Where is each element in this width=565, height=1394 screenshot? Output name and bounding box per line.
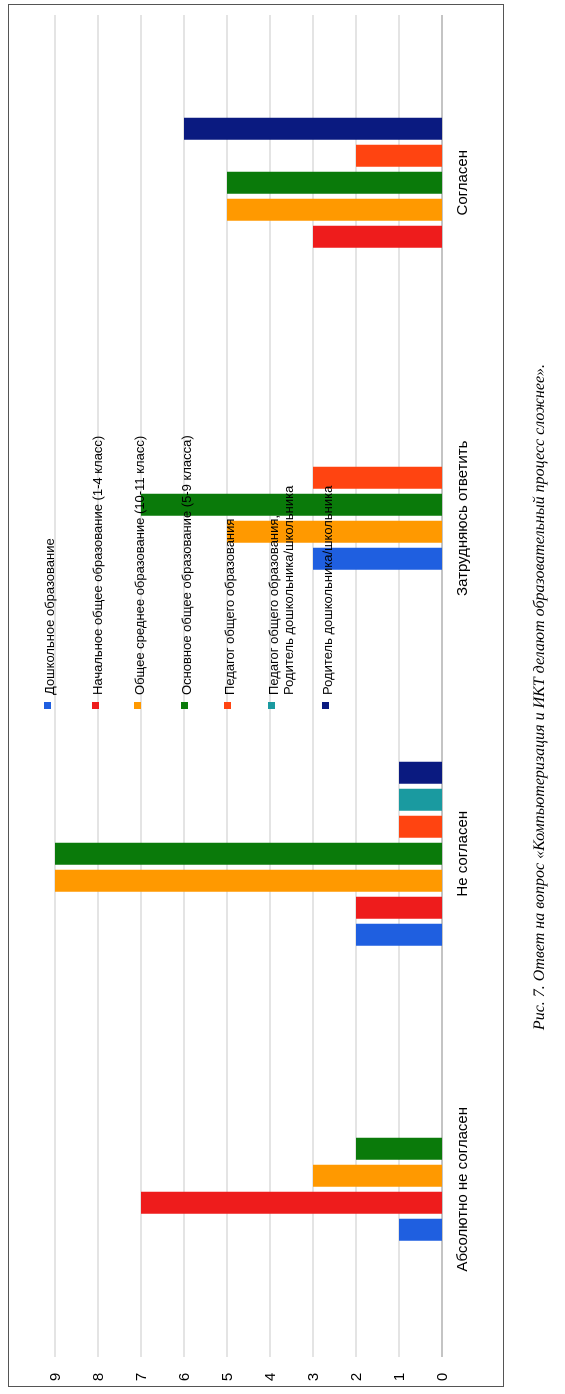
value-axis-ticks: 0 1 2 3 4 5 6 7 8 9 bbox=[47, 1373, 451, 1381]
tick-label-9: 9 bbox=[47, 1373, 64, 1381]
legend-label-3: Основное общее образование (5-9 класса) bbox=[179, 435, 194, 695]
bar-c1-s0 bbox=[356, 923, 442, 946]
legend-label-2: Общее среднее образование (10-11 класс) bbox=[132, 436, 147, 695]
legend-label-1: Начальное общее образование (1-4 класс) bbox=[90, 436, 105, 695]
bar-chart: 0 1 2 3 4 5 6 7 8 9 Абсолютно не согласен Не согла… bbox=[42, 15, 471, 1381]
tick-label-1: 1 bbox=[391, 1373, 408, 1381]
bar-c2-s0 bbox=[313, 547, 442, 570]
caption-area: Рис. 7. Ответ на вопрос «Компьютеризация… bbox=[531, 364, 548, 1031]
bar-c1-s1 bbox=[356, 896, 442, 919]
legend-swatch-6 bbox=[322, 702, 329, 709]
legend-label-5-1: Родитель дошкольника/школьника bbox=[281, 485, 296, 695]
bar-c3-s4 bbox=[356, 144, 442, 167]
bar-c0-s0 bbox=[399, 1218, 442, 1241]
bar-c3-s6 bbox=[184, 117, 442, 140]
legend-label-0: Дошкольное образование bbox=[42, 538, 57, 695]
legend-swatch-1 bbox=[92, 702, 99, 709]
tick-label-5: 5 bbox=[219, 1373, 236, 1381]
bar-c0-s2 bbox=[313, 1164, 442, 1187]
chart-frame: 0 1 2 3 4 5 6 7 8 9 Абсолютно не согласен Не согла… bbox=[8, 4, 504, 1387]
bar-c2-s4 bbox=[313, 466, 442, 489]
bar-c0-s3 bbox=[356, 1137, 442, 1160]
tick-label-4: 4 bbox=[262, 1373, 279, 1381]
bar-c1-s3 bbox=[55, 842, 442, 865]
legend-label-6: Родитель дошкольника/школьника bbox=[320, 485, 335, 695]
category-label-3: Согласен bbox=[454, 150, 471, 216]
bar-c2-s3 bbox=[141, 493, 442, 516]
bar-c3-s3 bbox=[227, 171, 442, 194]
tick-label-2: 2 bbox=[348, 1373, 365, 1381]
category-label-0: Абсолютно не согласен bbox=[454, 1107, 471, 1272]
legend-swatch-4 bbox=[224, 702, 231, 709]
legend-swatch-0 bbox=[44, 702, 51, 709]
bars bbox=[55, 117, 442, 1241]
bar-c2-s2 bbox=[227, 520, 442, 543]
legend-swatch-3 bbox=[181, 702, 188, 709]
tick-label-0: 0 bbox=[434, 1373, 451, 1381]
category-labels: Абсолютно не согласен Не согласен Затрудня… bbox=[454, 150, 471, 1272]
legend-label-4: Педагог общего образования bbox=[222, 519, 237, 695]
legend-swatch-2 bbox=[134, 702, 141, 709]
figure-caption: Рис. 7. Ответ на вопрос «Компьютеризация… bbox=[531, 364, 548, 1031]
legend-swatch-5 bbox=[268, 702, 275, 709]
bar-c1-s2 bbox=[55, 869, 442, 892]
tick-label-7: 7 bbox=[133, 1373, 150, 1381]
category-label-2: Затрудняюсь ответить bbox=[454, 440, 471, 596]
tick-label-8: 8 bbox=[90, 1373, 107, 1381]
legend: Дошкольное образование Начальное общее об… bbox=[42, 435, 335, 709]
bar-c1-s6 bbox=[399, 761, 442, 784]
tick-label-3: 3 bbox=[305, 1373, 322, 1381]
tick-label-6: 6 bbox=[176, 1373, 193, 1381]
bar-c1-s5 bbox=[399, 788, 442, 811]
legend-label-5-0: Педагог общего образования, bbox=[266, 515, 281, 695]
category-label-1: Не согласен bbox=[454, 811, 471, 897]
bar-c3-s2 bbox=[227, 198, 442, 221]
bar-c3-s1 bbox=[313, 225, 442, 248]
bar-c0-s1 bbox=[141, 1191, 442, 1214]
bar-c1-s4 bbox=[399, 815, 442, 838]
